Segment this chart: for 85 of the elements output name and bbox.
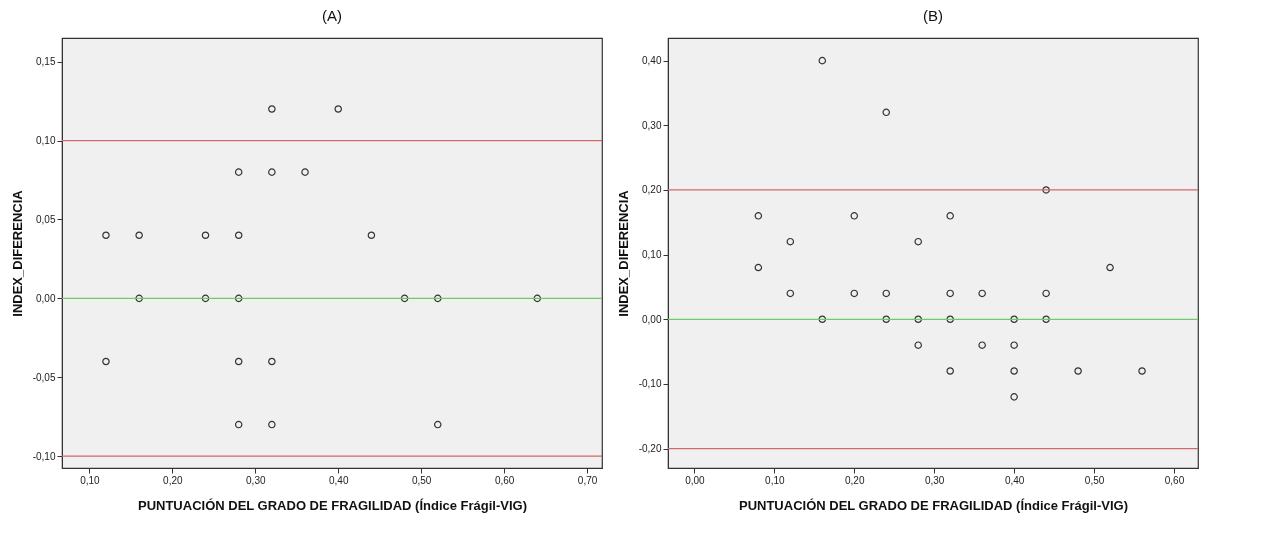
- point: [301, 168, 309, 176]
- point: [1042, 315, 1050, 324]
- point: [946, 367, 954, 375]
- x-tick-label: 0,40: [1004, 474, 1025, 486]
- point: [400, 294, 409, 303]
- x-tick-label: 0,00: [685, 474, 706, 486]
- chart-title: (A): [322, 7, 342, 24]
- point: [882, 315, 890, 324]
- y-tick-label: 0,30: [642, 119, 662, 131]
- point: [978, 289, 986, 298]
- x-tick-label: 0,60: [1164, 474, 1185, 486]
- point: [268, 105, 276, 113]
- y-tick-label: 0,20: [642, 184, 662, 196]
- y-axis-title: INDEX_DIFERENCIA: [9, 189, 25, 317]
- point: [1010, 367, 1018, 375]
- point: [882, 108, 890, 117]
- point: [234, 168, 243, 176]
- point: [1010, 341, 1018, 349]
- point: [914, 341, 922, 349]
- point: [268, 357, 276, 366]
- point: [434, 420, 442, 429]
- point: [268, 168, 276, 176]
- point: [882, 289, 890, 298]
- point: [946, 212, 954, 220]
- y-tick-label: 0,10: [642, 249, 662, 261]
- point: [978, 341, 986, 349]
- point: [946, 315, 954, 324]
- point: [135, 231, 143, 239]
- point: [818, 56, 827, 65]
- y-tick-label: 0,40: [642, 55, 662, 67]
- point: [786, 237, 795, 246]
- point: [234, 294, 243, 303]
- point: [434, 294, 442, 303]
- y-tick-label: 0,05: [36, 213, 56, 225]
- point: [1138, 367, 1146, 375]
- y-tick-label: 0,00: [36, 292, 56, 304]
- x-tick-label: 0,50: [1084, 474, 1105, 486]
- y-tick-label: 0,10: [36, 135, 56, 147]
- x-tick-label: 0,20: [845, 474, 865, 486]
- x-tick-label: 0,50: [411, 474, 432, 486]
- point: [201, 231, 210, 239]
- point: [1106, 263, 1114, 272]
- point: [786, 289, 795, 298]
- point: [818, 315, 827, 324]
- x-tick-label: 0,60: [494, 474, 515, 486]
- point: [102, 231, 110, 239]
- point: [1010, 315, 1018, 324]
- y-tick-label: -0,10: [638, 378, 662, 390]
- point: [1074, 367, 1082, 375]
- point: [754, 263, 763, 272]
- y-tick-label: 0,15: [36, 56, 56, 68]
- point: [850, 289, 859, 298]
- y-tick-label: 0,00: [642, 313, 662, 325]
- x-tick-label: 0,10: [80, 474, 101, 486]
- point: [1042, 186, 1050, 194]
- point: [102, 357, 110, 366]
- point: [914, 237, 922, 246]
- point: [268, 420, 276, 429]
- point: [914, 315, 922, 324]
- point: [135, 294, 143, 303]
- chart-title: (B): [923, 7, 943, 24]
- point: [946, 289, 954, 298]
- x-axis-title: PUNTUACIÓN DEL GRADO DE FRAGILIDAD (Índice Frágil-VIG): [137, 497, 528, 513]
- point: [234, 357, 243, 366]
- point: [234, 420, 243, 429]
- point: [234, 231, 243, 239]
- x-tick-label: 0,40: [328, 474, 349, 486]
- y-tick-label: -0,05: [32, 371, 56, 383]
- point: [367, 231, 376, 239]
- point: [1042, 289, 1050, 298]
- y-axis-title: INDEX_DIFERENCIA: [615, 189, 631, 317]
- x-tick-label: 0,30: [924, 474, 945, 486]
- y-tick-label: -0,20: [638, 443, 662, 455]
- point: [1010, 393, 1018, 401]
- x-axis-title: PUNTUACIÓN DEL GRADO DE FRAGILIDAD (Índice Frágil-VIG): [738, 497, 1129, 513]
- point: [850, 212, 859, 220]
- x-tick-label: 0,20: [163, 474, 183, 486]
- y-tick-label: -0,10: [32, 450, 56, 462]
- point: [533, 294, 542, 303]
- x-tick-label: 0,30: [246, 474, 266, 486]
- point: [201, 294, 210, 303]
- point: [754, 212, 763, 220]
- point: [334, 105, 342, 113]
- x-tick-label: 0,70: [577, 474, 598, 486]
- x-tick-label: 0,10: [765, 474, 785, 486]
